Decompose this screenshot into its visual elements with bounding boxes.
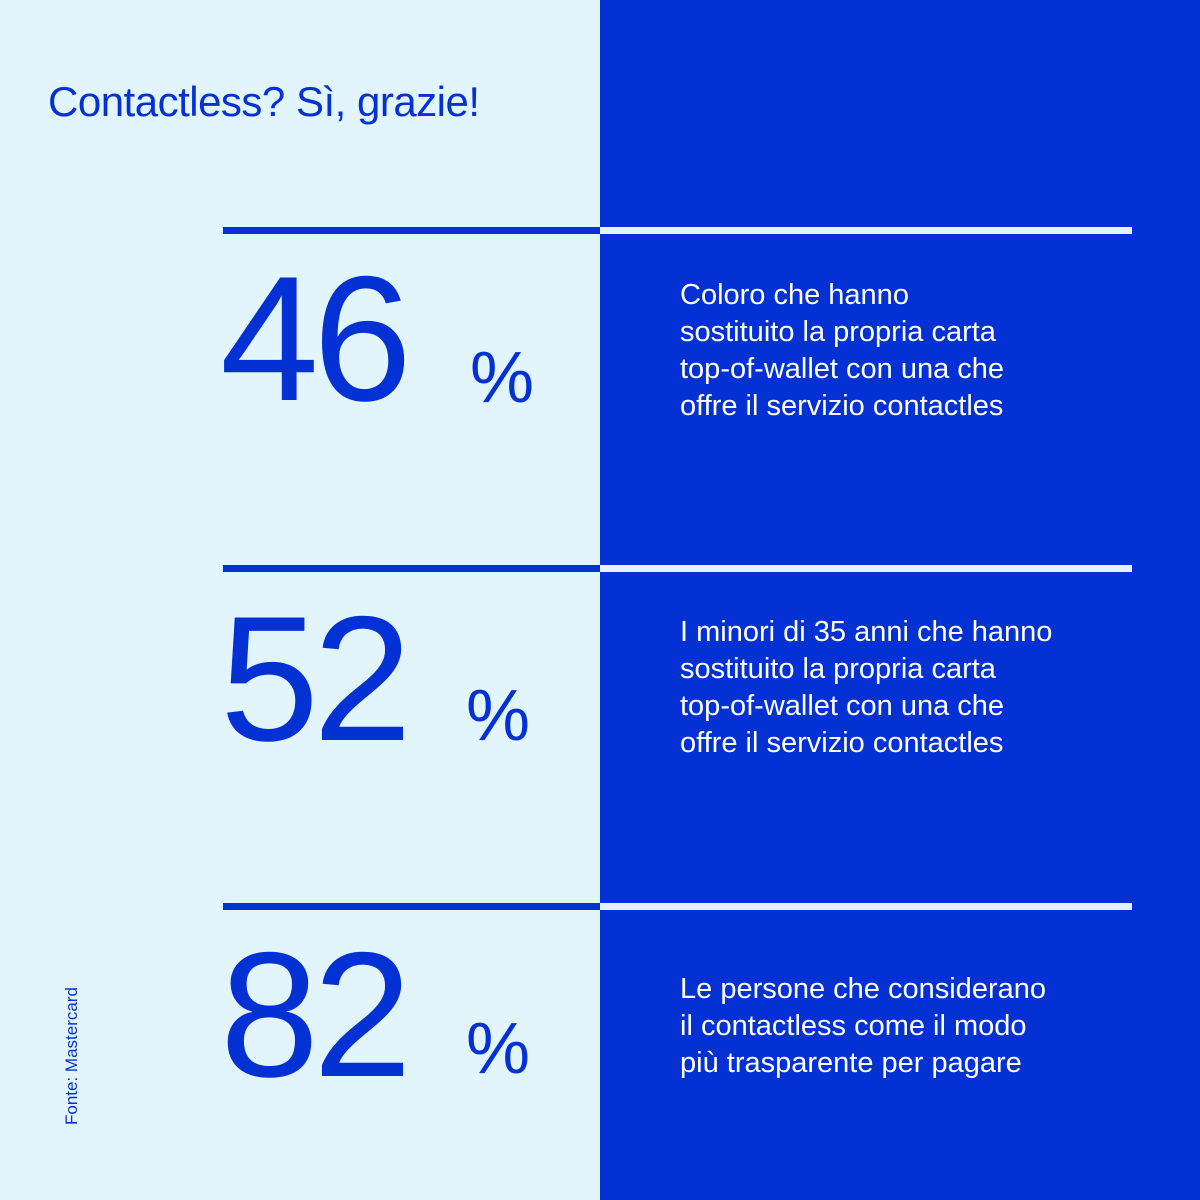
stat-description: Le persone che considerano il contactles… [680, 973, 1046, 1079]
stat-description: Coloro che hanno sostituito la propria c… [680, 279, 1005, 422]
percent-sign: % [470, 338, 535, 418]
divider-left [223, 227, 600, 234]
source-note: Fonte: Mastercard [62, 987, 81, 1125]
left-panel [0, 0, 600, 1200]
stat-description: I minori di 35 anni che hanno sostituito… [680, 616, 1053, 759]
divider-right [600, 903, 1132, 910]
percent-sign: % [466, 1009, 531, 1089]
stat-number: 52 [220, 579, 412, 778]
divider-right [600, 565, 1132, 572]
stat-number: 46 [220, 239, 412, 438]
stat-number: 82 [220, 915, 412, 1114]
divider-right [600, 227, 1132, 234]
page-title: Contactless? Sì, grazie! [48, 78, 480, 125]
percent-sign: % [466, 676, 531, 756]
right-panel [600, 0, 1200, 1200]
divider-left [223, 903, 600, 910]
divider-left [223, 565, 600, 572]
